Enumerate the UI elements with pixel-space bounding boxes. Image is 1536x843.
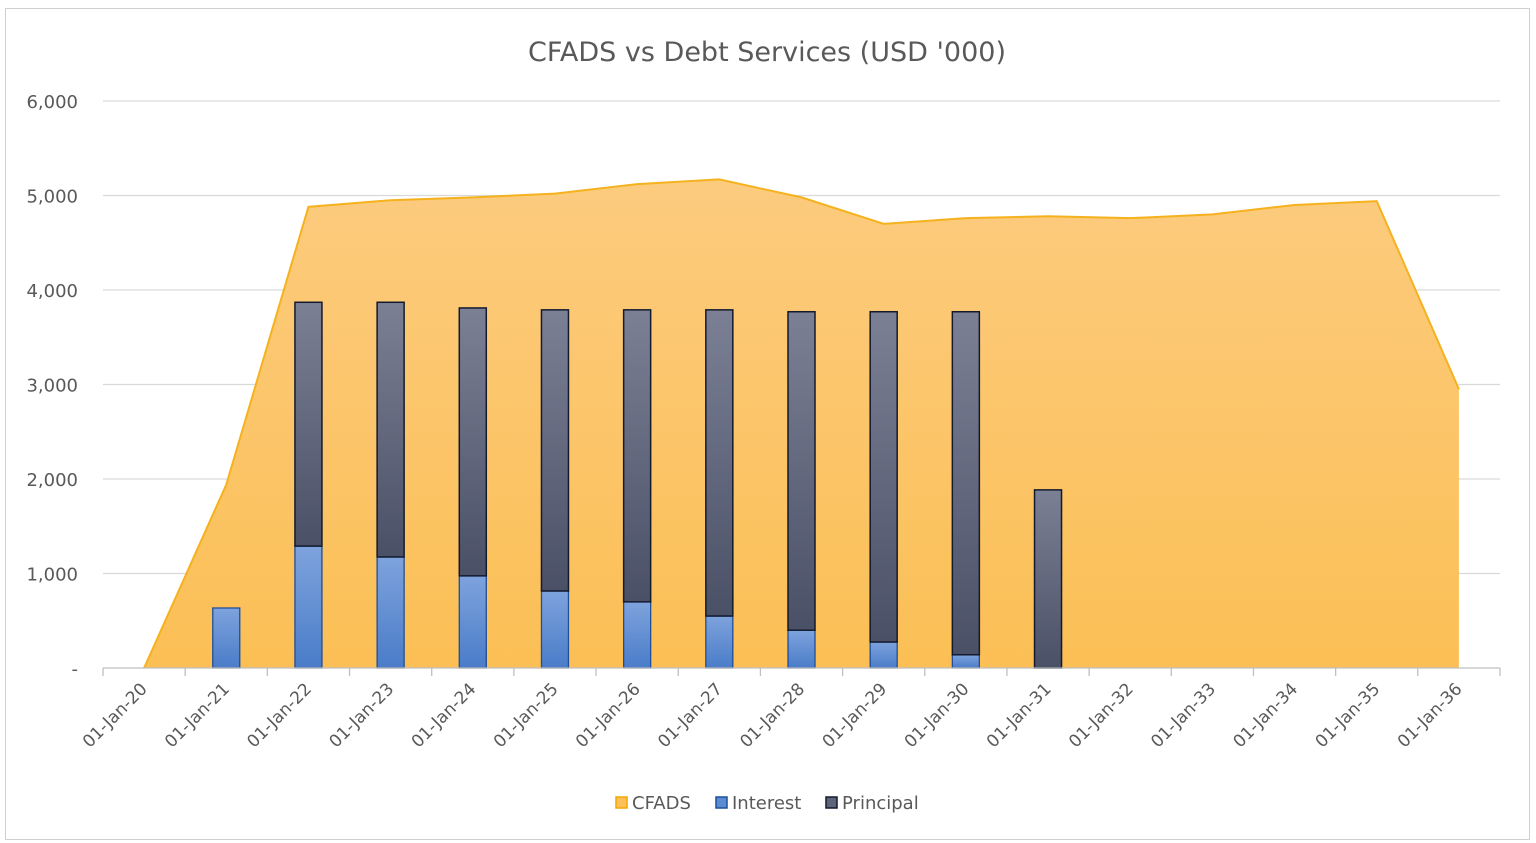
- cfads-point: [390, 199, 392, 201]
- interest-bar: [540, 590, 570, 669]
- cfads-point: [1458, 388, 1460, 390]
- cfads-point: [554, 193, 556, 195]
- cfads-point: [225, 484, 227, 486]
- interest-bar: [622, 601, 652, 669]
- x-tick-label: 01-Jan-23: [326, 679, 399, 752]
- x-tick-label: 01-Jan-36: [1394, 679, 1467, 752]
- interest-bar: [869, 641, 898, 669]
- cfads-point: [1211, 213, 1213, 215]
- x-tick-label: 01-Jan-35: [1312, 679, 1385, 752]
- y-tick-label: 2,000: [26, 470, 78, 491]
- cfads-point: [1129, 217, 1131, 219]
- legend-swatch-cfads: [615, 796, 628, 809]
- principal-bar: [458, 307, 488, 577]
- y-tick-label: 6,000: [26, 92, 78, 113]
- legend-swatch-principal: [825, 796, 838, 809]
- legend-swatch-interest: [715, 796, 728, 809]
- interest-bar: [376, 556, 405, 669]
- principal-bar: [705, 309, 734, 617]
- y-tick-label: -: [72, 659, 79, 680]
- interest-bar: [951, 654, 981, 669]
- chart-title: CFADS vs Debt Services (USD '000): [528, 37, 1006, 68]
- x-tick-label: 01-Jan-21: [161, 679, 234, 752]
- x-tick-label: 01-Jan-34: [1229, 679, 1302, 752]
- x-tick-label: 01-Jan-20: [79, 679, 152, 752]
- legend-label-principal: Principal: [842, 793, 919, 814]
- principal-bar: [540, 309, 570, 592]
- legend: CFADS Interest Principal: [615, 793, 919, 814]
- x-tick-label: 01-Jan-25: [490, 679, 563, 752]
- x-tick-label: 01-Jan-33: [1147, 679, 1220, 752]
- cfads-point: [1047, 215, 1049, 217]
- x-tick-label: 01-Jan-22: [243, 679, 316, 752]
- y-tick-label: 4,000: [26, 281, 78, 302]
- cfads-point: [883, 223, 885, 225]
- interest-bar: [787, 629, 816, 669]
- principal-bar: [951, 310, 981, 656]
- x-tick-label: 01-Jan-28: [736, 679, 809, 752]
- cfads-point: [718, 178, 720, 180]
- interest-bar: [705, 615, 734, 669]
- cfads-point: [307, 206, 309, 208]
- x-tick-label: 01-Jan-26: [572, 679, 645, 752]
- x-tick-label: 01-Jan-27: [654, 679, 727, 752]
- cfads-point: [1294, 204, 1296, 206]
- y-tick-label: 5,000: [26, 187, 78, 208]
- principal-bar: [622, 309, 652, 603]
- interest-bar: [212, 607, 241, 669]
- legend-label-cfads: CFADS: [632, 793, 691, 814]
- principal-bar: [376, 301, 405, 558]
- principal-bar: [294, 301, 323, 547]
- legend-label-interest: Interest: [732, 793, 801, 814]
- x-tick-label: 01-Jan-30: [901, 679, 974, 752]
- principal-bar: [1033, 489, 1063, 669]
- interest-bar: [294, 545, 323, 669]
- interest-bar: [458, 575, 487, 669]
- x-tick-label: 01-Jan-32: [1065, 679, 1138, 752]
- cfads-point: [965, 217, 967, 219]
- cfads-point: [801, 196, 802, 198]
- cfads-point: [472, 196, 474, 198]
- principal-bar: [787, 310, 816, 631]
- cfads-point: [636, 183, 638, 185]
- x-tick-label: 01-Jan-29: [819, 679, 892, 752]
- x-tick-label: 01-Jan-31: [983, 679, 1056, 752]
- cfads-point: [1376, 200, 1378, 202]
- y-tick-label: 1,000: [26, 565, 78, 586]
- x-tick-label: 01-Jan-24: [408, 679, 481, 752]
- y-tick-label: 3,000: [26, 376, 78, 397]
- principal-bar: [869, 310, 898, 643]
